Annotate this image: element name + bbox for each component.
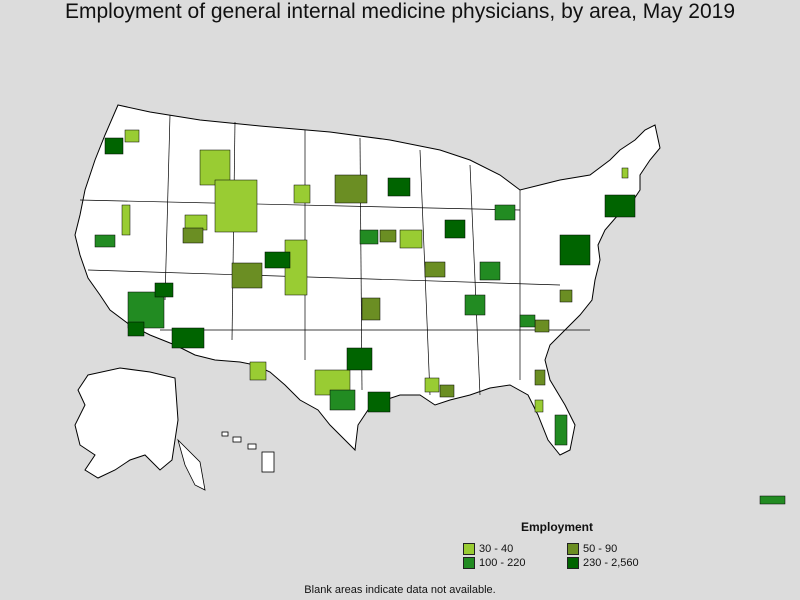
footnote: Blank areas indicate data not available.: [304, 584, 496, 596]
area-texas-south: [329, 389, 356, 411]
area-dallas: [346, 347, 373, 371]
area-iowa: [379, 229, 397, 243]
area-missouri: [424, 261, 446, 278]
area-utah-2: [182, 227, 204, 244]
area-oregon-east: [121, 204, 131, 236]
area-california-north: [94, 234, 116, 248]
areas-230-2560: [104, 137, 636, 413]
area-seattle: [104, 137, 124, 155]
area-denver: [264, 251, 291, 269]
area-washington: [124, 129, 140, 143]
area-florida-south: [554, 414, 568, 446]
area-puerto-rico: [759, 495, 786, 505]
area-ms: [439, 384, 455, 398]
area-colorado-west: [231, 262, 263, 289]
legend-label-30-40: 30 - 40: [479, 543, 514, 555]
legend-item-30-40: 30 - 40: [463, 542, 513, 556]
area-texas-west: [249, 361, 267, 381]
area-florida: [534, 399, 544, 413]
area-illinois: [399, 229, 423, 249]
area-tennessee: [464, 294, 486, 316]
areas-50-90: [182, 174, 573, 398]
area-vermont: [621, 167, 629, 179]
legend-item-50-90: 50 - 90: [567, 542, 617, 556]
legend-label-100-220: 100 - 220: [479, 557, 526, 569]
legend-swatch-30-40: [463, 543, 475, 556]
area-chicago: [444, 219, 466, 239]
legend-item-230-2560: 230 - 2,560: [567, 556, 639, 570]
area-minneapolis: [387, 177, 411, 197]
area-arkansas: [361, 297, 381, 321]
legend-item-100-220: 100 - 220: [463, 556, 525, 570]
legend-swatch-230-2560: [567, 557, 579, 570]
alaska-panhandle: [177, 438, 206, 491]
legend-label-230-2560: 230 - 2,560: [583, 557, 639, 569]
hawaii-islands: [221, 431, 275, 473]
map-title: Employment of general internal medicine …: [64, 0, 736, 23]
area-las-vegas: [154, 282, 174, 298]
area-wyoming: [214, 179, 258, 233]
legend-swatch-100-220: [463, 557, 475, 570]
legend-label-50-90: 50 - 90: [583, 543, 618, 555]
area-mn: [334, 174, 368, 204]
alaska-outline: [74, 367, 179, 479]
legend-swatch-50-90: [567, 543, 579, 556]
legend: Employment 30 - 40 50 - 90 100 - 220 230…: [463, 520, 663, 576]
area-new-york-dc: [559, 234, 591, 266]
area-alabama: [424, 377, 440, 393]
area-boston: [604, 194, 636, 218]
area-ga: [534, 369, 546, 386]
area-los-angeles: [127, 321, 145, 337]
legend-title: Employment: [521, 520, 594, 534]
area-michigan: [494, 204, 516, 221]
area-houston: [367, 391, 391, 413]
area-regions: [94, 129, 786, 505]
areas-100-220: [94, 204, 786, 505]
area-sd: [293, 184, 311, 204]
area-kentucky: [479, 261, 501, 281]
area-iowa-2: [359, 229, 379, 245]
area-va: [559, 289, 573, 303]
area-phoenix: [171, 327, 205, 349]
area-montana: [199, 149, 231, 186]
area-nc: [519, 314, 536, 328]
area-sc: [534, 319, 550, 333]
